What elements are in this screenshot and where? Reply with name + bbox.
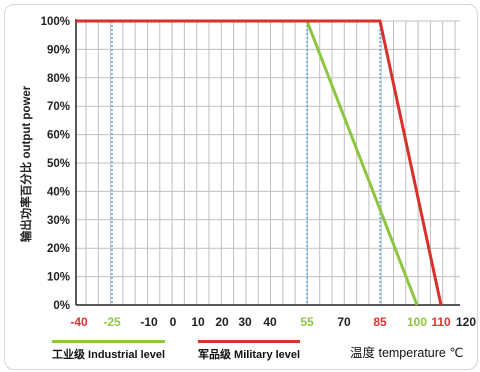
y-axis-label: 输出功率百分比 output power [19, 85, 33, 242]
y-tick-label: 20% [47, 243, 70, 255]
legend-item-military: 军品级 Military level [198, 340, 301, 362]
reference-lines [111, 21, 381, 305]
military-legend-label: 军品级 Military level [198, 349, 301, 361]
industrial-legend-label: 工业级 Industrial level [52, 349, 166, 361]
y-tick-label: 40% [47, 186, 70, 198]
x-tick-label: 120 [456, 315, 476, 329]
x-tick-label: 100 [407, 315, 427, 329]
y-tick-label: 100% [41, 16, 70, 28]
y-tick-label: 60% [47, 130, 70, 142]
x-tick-label: 0 [170, 315, 177, 329]
y-tick-label: 80% [47, 73, 70, 85]
industrial-swatch [52, 340, 166, 343]
grid [75, 19, 460, 306]
x-tick-label: 30 [238, 315, 252, 329]
x-tick-label: 55 [300, 315, 314, 329]
x-tick-label: -40 [70, 315, 88, 329]
military-line [76, 19, 443, 306]
x-tick-labels: -40 -25 -10 0 10 20 30 40 55 70 85 100 110 120 [70, 315, 476, 329]
x-tick-label: -25 [103, 315, 121, 329]
y-tick-label: 50% [47, 158, 70, 170]
y-tick-label: 70% [47, 101, 70, 113]
series-lines [76, 19, 443, 306]
x-tick-label: 10 [191, 315, 205, 329]
x-tick-label: 110 [431, 315, 451, 329]
y-tick-label: 0% [53, 300, 70, 312]
y-tick-label: 30% [47, 215, 70, 227]
x-tick-label: 40 [263, 315, 277, 329]
y-tick-labels: 100% 90% 80% 70% 60% 50% 40% 30% 20% 10% 0% [41, 16, 70, 312]
y-tick-label: 10% [47, 272, 70, 284]
x-tick-label: 85 [373, 315, 387, 329]
military-swatch [198, 340, 301, 343]
chart-frame [4, 4, 478, 370]
x-tick-label: 20 [215, 315, 229, 329]
x-tick-label: 70 [337, 315, 351, 329]
y-tick-label: 90% [47, 44, 70, 56]
x-axis-label: 温度 temperature ℃ [350, 346, 464, 360]
legend-item-industrial: 工业级 Industrial level [52, 340, 166, 362]
x-tick-label: -10 [140, 315, 158, 329]
